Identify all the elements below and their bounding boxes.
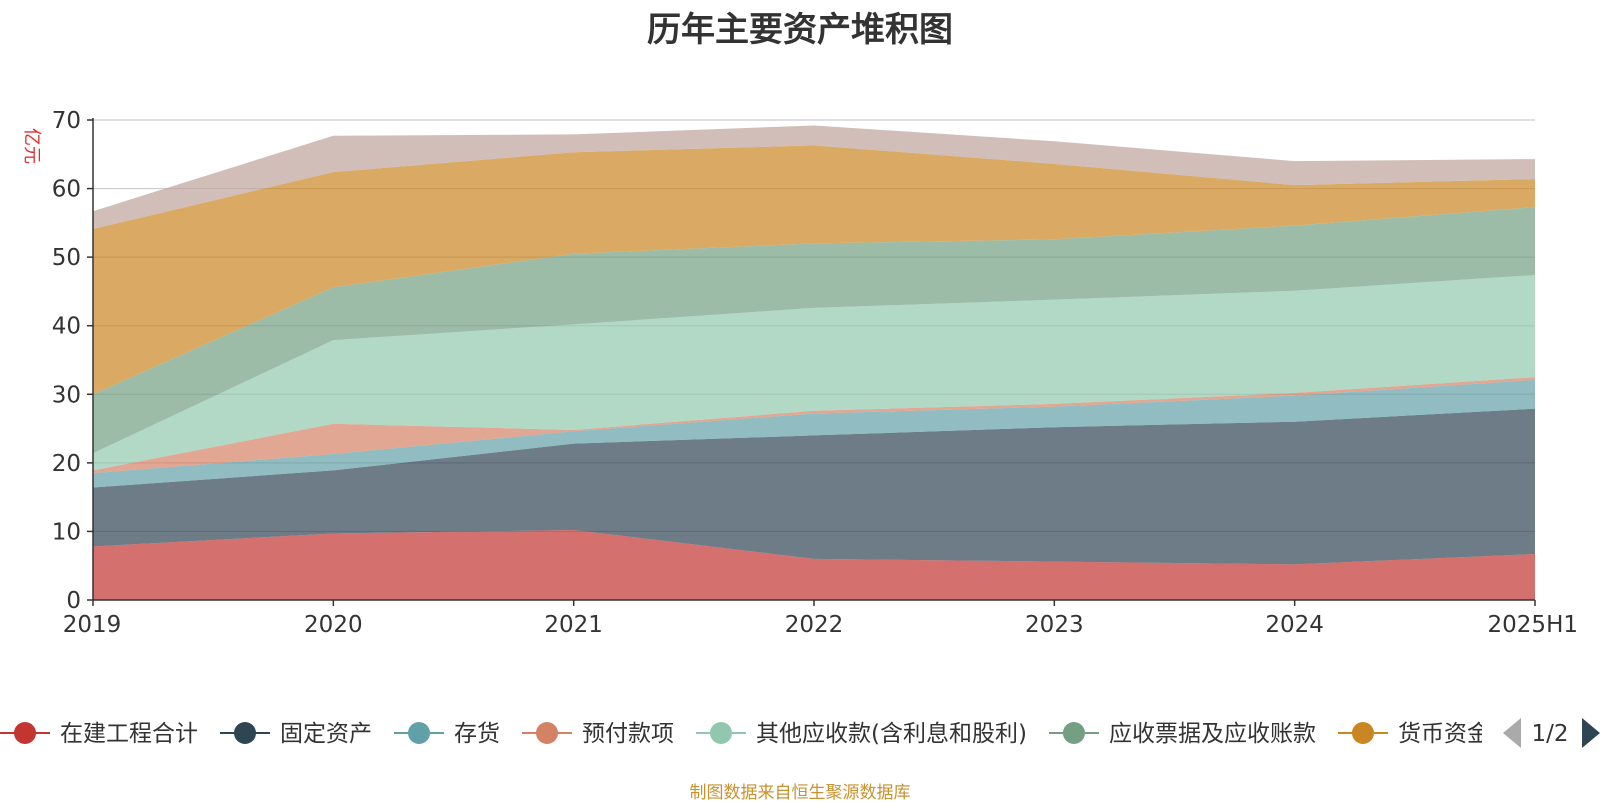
x-tick-label: 2022 [785, 612, 844, 638]
area-series-5[interactable] [93, 207, 1535, 454]
y-tick-label: 50 [52, 245, 81, 271]
x-tick-label: 2019 [63, 612, 122, 638]
legend-label: 货币资金 [1398, 721, 1490, 747]
area-series-3[interactable] [93, 377, 1535, 474]
legend-label: 预付款项 [582, 721, 674, 747]
source-note: 制图数据来自恒生聚源数据库 [689, 783, 911, 803]
legend-prev-page-icon[interactable] [1503, 718, 1521, 748]
x-tick-label: 2024 [1265, 612, 1324, 638]
chart-title: 历年主要资产堆积图 [647, 10, 953, 50]
y-tick-label: 60 [52, 177, 81, 203]
legend-circle-icon [234, 722, 256, 744]
legend-label: 固定资产 [280, 721, 372, 747]
legend-circle-icon [710, 722, 732, 744]
legend-label: 存货 [454, 721, 500, 747]
legend-circle-icon [14, 722, 36, 744]
legend-item[interactable]: 货币资金 [1337, 721, 1490, 747]
legend-item[interactable]: 应收票据及应收账款 [1048, 721, 1316, 747]
area-series-1[interactable] [93, 408, 1535, 565]
legend-circle-icon [1062, 722, 1085, 744]
x-tick-label: 2021 [544, 612, 603, 638]
x-tick-label: 2020 [304, 612, 363, 638]
x-tick-label: 2023 [1025, 612, 1084, 638]
area-series-4[interactable] [93, 274, 1535, 471]
legend-label: 其他应收款(含利息和股利) [756, 721, 1027, 747]
legend-next-page-icon[interactable] [1582, 718, 1600, 748]
y-tick-label: 40 [52, 314, 81, 340]
legend-item[interactable]: 在建工程合计 [0, 721, 198, 747]
area-series-7[interactable] [93, 125, 1535, 230]
legend-label: 应收票据及应收账款 [1109, 721, 1316, 747]
y-tick-label: 20 [52, 451, 81, 477]
y-tick-label: 0 [66, 588, 81, 614]
area-series-6[interactable] [93, 145, 1535, 395]
legend-circle-icon [1351, 722, 1374, 744]
legend-page-indicator: 1/2 [1531, 721, 1568, 747]
legend-item[interactable]: 其他应收款(含利息和股利) [696, 721, 1027, 747]
legend-label: 在建工程合计 [60, 721, 198, 747]
legend-item[interactable]: 预付款项 [522, 721, 674, 747]
legend-item[interactable]: 固定资产 [220, 721, 372, 747]
legend-circle-icon [408, 722, 430, 744]
y-axis-unit-label: 亿元 [21, 128, 42, 164]
x-tick-label: 2025H1 [1488, 612, 1578, 638]
area-series-0[interactable] [93, 530, 1535, 600]
y-tick-label: 70 [52, 108, 81, 134]
y-tick-label: 30 [52, 382, 81, 408]
area-series-2[interactable] [93, 379, 1535, 488]
y-tick-label: 10 [52, 519, 81, 545]
legend-item[interactable]: 存货 [394, 721, 500, 747]
legend-circle-icon [536, 722, 558, 744]
